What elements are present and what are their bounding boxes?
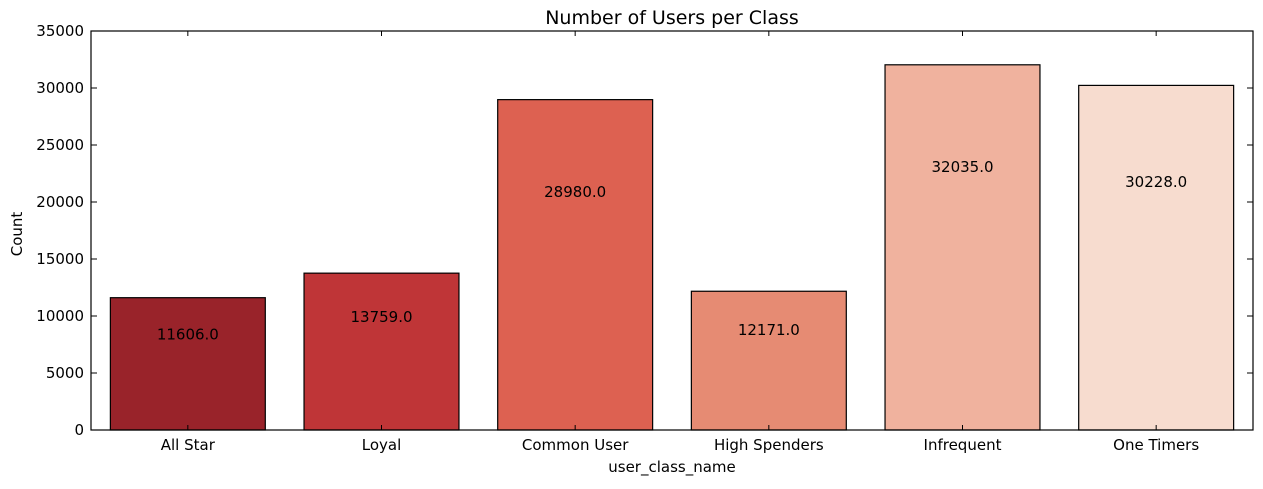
y-tick-label: 5000 [46,364,84,382]
y-tick-label: 35000 [36,22,84,40]
y-tick-label: 0 [74,421,84,439]
x-axis-label: user_class_name [608,458,736,477]
x-tick-label: One Timers [1113,436,1199,454]
x-tick-label: High Spenders [714,436,824,454]
bar-high-spenders [690,290,847,431]
bar-value-label: 28980.0 [544,183,606,201]
x-tick-label: All Star [161,436,216,454]
bar-value-label: 13759.0 [350,308,412,326]
bar-value-label: 32035.0 [931,158,993,176]
y-tick-label: 10000 [36,307,84,325]
bar-value-label: 11606.0 [157,326,219,344]
bar-all-star [109,297,266,431]
bar-loyal [303,272,460,431]
y-tick-label: 30000 [36,79,84,97]
bar-common-user [497,99,654,431]
chart-title: Number of Users per Class [545,7,799,29]
y-axis-label: Count [8,212,26,257]
bars-layer [109,64,1235,431]
x-tick-label: Loyal [362,436,402,454]
y-tick-label: 25000 [36,136,84,154]
x-tick-label: Common User [522,436,629,454]
x-tick-label: Infrequent [924,436,1002,454]
bar-one-timers [1078,84,1235,431]
bar-value-label: 12171.0 [738,321,800,339]
value-labels-layer: 11606.0 13759.0 28980.0 12171.0 32035.0 30228… [157,158,1187,344]
plot-frame [90,30,1254,431]
y-tick-label: 15000 [36,250,84,268]
y-tick-label: 20000 [36,193,84,211]
bar-value-label: 30228.0 [1125,173,1187,191]
bar-infrequent [884,64,1041,431]
ticks-layer: All Star Loyal Common User High Spenders Inf… [36,22,1253,454]
